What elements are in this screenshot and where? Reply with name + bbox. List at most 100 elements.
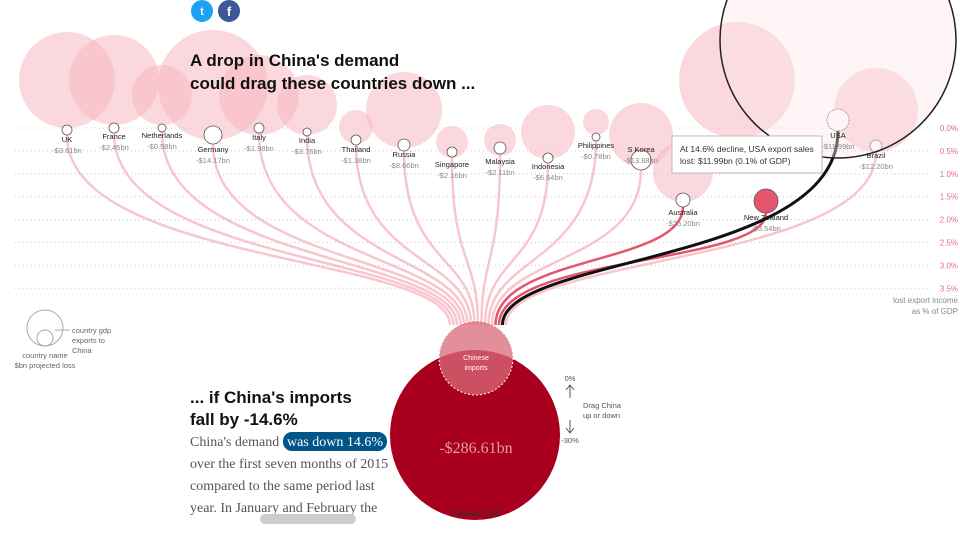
country-name: France	[102, 132, 125, 141]
china-imports-circle[interactable]	[438, 320, 514, 396]
export-bubble	[339, 110, 373, 144]
legend-text: exports to	[72, 336, 105, 345]
country-name: Netherlands	[142, 131, 183, 140]
title: A drop in China's demand	[190, 51, 399, 70]
export-bubble	[366, 72, 442, 148]
country-loss: -$0.78bn	[581, 152, 611, 161]
country-marker	[446, 146, 458, 158]
country-loss: -$0.58bn	[147, 142, 177, 151]
trade-link	[112, 132, 455, 326]
trade-link	[305, 135, 469, 326]
country-marker	[61, 124, 73, 136]
trade-link	[494, 206, 685, 326]
country-marker	[253, 122, 265, 134]
slider-bottom: -30%	[561, 436, 579, 445]
story-text: compared to the same period last	[190, 479, 375, 494]
country-loss: -$11.99bn	[821, 142, 854, 151]
country-name: Germany	[198, 145, 229, 154]
country-name: Australia	[668, 208, 698, 217]
share-buttons: t f	[191, 0, 240, 22]
country-name: Italy	[252, 133, 266, 142]
tooltip-text: At 14.6% decline, USA export sales	[680, 144, 814, 154]
country-loss: -$3.76bn	[292, 147, 322, 156]
trade-link	[402, 150, 476, 326]
legend-text: country name	[22, 351, 67, 360]
country-marker	[493, 141, 507, 155]
country-marker	[630, 149, 652, 171]
facebook-button[interactable]	[218, 0, 240, 22]
china-imports-label: Chinese	[463, 355, 489, 362]
export-bubble	[583, 109, 609, 135]
twitter-icon: t	[200, 6, 204, 18]
story-text: over the first seven months of 2015	[190, 457, 388, 472]
country-name: India	[299, 136, 316, 145]
tooltip-box	[671, 135, 823, 174]
country-name: Indonesia	[532, 162, 565, 171]
legend-text: $bn projected loss	[15, 361, 76, 370]
trade-link	[160, 131, 459, 326]
export-bubble	[484, 124, 516, 156]
tooltip: At 14.6% decline, USA export sales lost:…	[671, 135, 823, 174]
scale-caption: lost export income	[893, 296, 958, 305]
slider-hint: Drag China	[583, 401, 622, 410]
trade-link	[487, 140, 598, 326]
country-name: S Korea	[627, 145, 655, 154]
country-name: Malaysia	[485, 157, 515, 166]
country-loss: -$3.61bn	[52, 146, 82, 155]
scale-caption: as % of GDP	[912, 307, 958, 316]
country-loss: -$13.88bn	[624, 156, 658, 165]
legend-gdp-circle	[26, 309, 64, 347]
export-bubble	[277, 75, 337, 135]
facebook-icon: f	[227, 4, 232, 19]
trade-link	[450, 156, 480, 326]
china-gdp-circle[interactable]	[390, 350, 560, 520]
trade-link	[211, 143, 462, 326]
scale-label: 2.0%	[940, 216, 958, 225]
country-markers	[61, 108, 883, 214]
slider[interactable]: 0% Drag China up or down -30%	[561, 374, 622, 445]
country-marker	[542, 152, 554, 164]
trade-link	[490, 169, 643, 326]
story-heading: fall by -14.6%	[190, 410, 298, 429]
next-pill[interactable]	[260, 514, 356, 524]
country-marker	[753, 188, 779, 214]
usa-highlight-circle	[719, 0, 957, 159]
slider-up-arrow	[565, 384, 575, 398]
country-loss: -$1.98bn	[244, 144, 274, 153]
trade-link	[354, 144, 473, 326]
highlight-pill[interactable]	[283, 432, 387, 451]
scale-lines: 0.0% 0.5% 1.0% 1.5% 2.0% 2.5% 3.0% 3.5%	[15, 124, 958, 293]
country-loss: -$2.45bn	[99, 143, 129, 152]
twitter-button[interactable]	[191, 0, 213, 22]
country-marker	[302, 127, 312, 137]
china-imports-label: imports	[465, 365, 488, 372]
scale-label: 3.5%	[940, 284, 958, 293]
trade-link	[483, 162, 550, 326]
export-bubble	[436, 126, 468, 158]
trade-link	[504, 151, 878, 326]
country-marker	[350, 134, 362, 146]
country-name: USA	[830, 131, 845, 140]
export-bubble	[679, 22, 795, 138]
country-labels: UK -$3.61bn France -$2.45bn Netherlands -$0.5…	[52, 131, 893, 233]
country-name: Philippines	[578, 141, 615, 150]
export-bubble	[521, 105, 575, 159]
export-bubbles	[19, 22, 918, 202]
country-marker	[675, 192, 691, 208]
scale-label: 3.0%	[940, 261, 958, 270]
country-loss: -$3.54bn	[751, 224, 781, 233]
scale-label: 1.5%	[940, 193, 958, 202]
story-text: China's demand	[190, 435, 279, 450]
trade-link	[257, 132, 466, 326]
china-gdp-label: Chinese GDP	[452, 509, 501, 518]
title: could drag these countries down ...	[190, 74, 475, 93]
country-loss: -$1.38bn	[341, 156, 371, 165]
country-name: Singapore	[435, 160, 469, 169]
legend-text: China	[72, 346, 92, 355]
legend-export-circle	[36, 329, 54, 347]
export-bubble	[609, 103, 673, 167]
slider-top: 0%	[565, 374, 576, 383]
country-name: New Zealand	[744, 213, 788, 222]
scale-label: 0.0%	[940, 124, 958, 133]
